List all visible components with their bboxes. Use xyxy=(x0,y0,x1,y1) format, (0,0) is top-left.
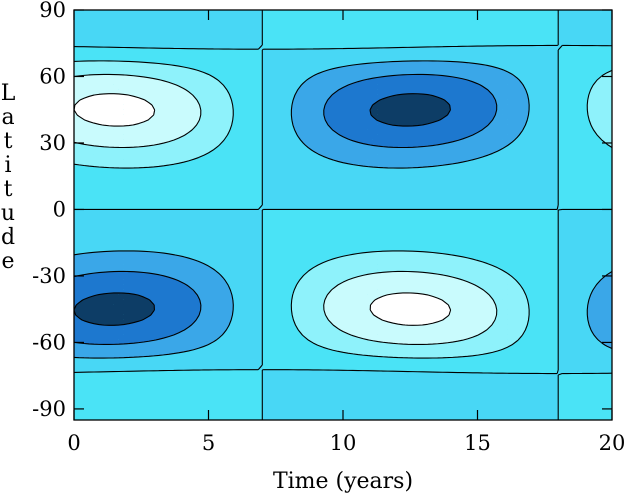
y-tick-label: 30 xyxy=(39,131,66,155)
y-tick-label: -30 xyxy=(32,264,66,288)
y-axis-title-letter: i xyxy=(4,153,11,178)
contour-line-0 xyxy=(73,93,451,326)
y-axis-title-letter: t xyxy=(4,129,13,154)
x-axis: 0 5 10 15 20 xyxy=(67,10,624,455)
y-axis-title-letter: L xyxy=(1,81,16,106)
contour-line-2 xyxy=(73,60,613,359)
y-axis-title-letter: d xyxy=(1,225,15,250)
contour-band-0 xyxy=(74,93,451,326)
y-axis-title-letter: e xyxy=(1,249,14,274)
y-axis-title-letter: u xyxy=(1,201,15,226)
y-tick-label: -60 xyxy=(32,330,66,354)
contour-band-7 xyxy=(74,93,451,326)
x-tick-label: 0 xyxy=(67,431,80,455)
plot-area xyxy=(73,10,613,420)
x-tick-label: 10 xyxy=(330,431,357,455)
contour-line-4 xyxy=(73,60,613,359)
contour-band-2 xyxy=(74,60,612,359)
contour-band-5 xyxy=(74,60,612,359)
x-tick-label: 20 xyxy=(599,431,624,455)
contour-line-3 xyxy=(73,10,613,420)
y-tick-label: 0 xyxy=(53,197,66,221)
y-axis-title-letter: a xyxy=(1,105,14,130)
contour-line-6 xyxy=(73,93,452,326)
y-tick-label: 60 xyxy=(39,64,66,88)
contour-line-5 xyxy=(73,73,498,346)
x-tick-label: 15 xyxy=(464,431,491,455)
y-axis-title-letter: t xyxy=(4,177,13,202)
x-axis-title: Time (years) xyxy=(273,469,413,494)
y-tick-label: -90 xyxy=(32,397,66,421)
x-tick-label: 5 xyxy=(202,431,215,455)
y-axis: -90 -60 -30 0 30 60 90 xyxy=(32,0,612,421)
contour-band-1 xyxy=(74,74,497,345)
contour-band-6 xyxy=(74,74,497,345)
y-tick-label: 90 xyxy=(39,0,66,22)
